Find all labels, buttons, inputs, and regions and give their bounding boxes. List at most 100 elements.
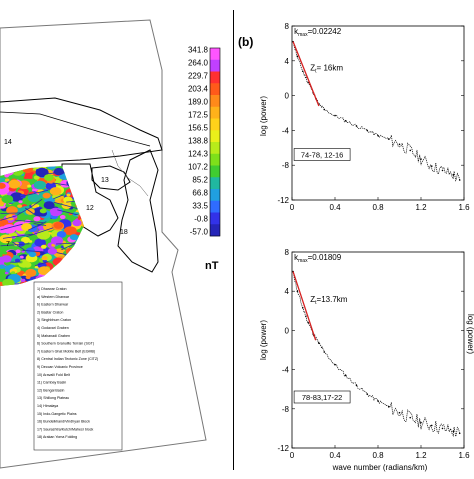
colorbar-segment <box>210 48 220 60</box>
plot-frame <box>292 26 464 200</box>
colorbar-tick-label: 189.0 <box>188 98 209 107</box>
spectrum-point <box>323 109 325 111</box>
y-tick-label: -12 <box>277 444 289 453</box>
spectrum-point <box>334 115 336 117</box>
colorbar-segment <box>210 189 220 201</box>
spectrum-point <box>431 165 433 167</box>
x-tick-label: 0 <box>290 451 295 460</box>
colorbar-segment <box>210 154 220 166</box>
spectrum-point <box>452 431 454 433</box>
legend-item: 1) Dharwar Craton <box>37 287 67 291</box>
spectrum-point <box>388 138 390 140</box>
legend-item: 12) Bengal Basin <box>37 388 64 392</box>
legend-item: 15) Indo-Gangetic Plains <box>37 412 77 416</box>
spectrum-point <box>356 125 358 127</box>
spectrum-point <box>302 70 304 72</box>
colorbar-tick-label: 341.8 <box>188 46 209 55</box>
magnetic-anomaly-map-panel: 14 13 12 18 7 1) Dharwar Craton a) Weste… <box>0 0 232 474</box>
y-tick-label: 4 <box>285 57 290 66</box>
spectrum-point <box>366 130 368 132</box>
spectrum-point <box>459 433 461 435</box>
colorbar-tick-label: -0.8 <box>194 215 208 224</box>
colorbar-segment <box>210 224 220 236</box>
depth-annotation: Zt=13.7km <box>310 295 348 306</box>
y-tick-label: -12 <box>277 196 289 205</box>
colorbar-segment <box>210 72 220 84</box>
depth-annotation: Zt= 16km <box>310 63 343 74</box>
legend-item: 10) Aravalli Fold Belt <box>37 373 70 377</box>
y-tick-label: 4 <box>285 287 290 296</box>
spectrum-point <box>356 384 358 386</box>
y-axis-label-bottom: log (power) <box>259 320 268 360</box>
spectrum-point <box>345 120 347 122</box>
colorbar-segment <box>210 213 220 225</box>
colorbar-segment <box>210 83 220 95</box>
colorbar-tick-label: 66.8 <box>192 189 208 198</box>
colorbar-unit: nT <box>205 260 219 272</box>
panel-divider <box>233 10 234 470</box>
spectrum-point <box>334 364 336 366</box>
x-axis-label: wave number (radians/km) <box>332 463 428 472</box>
window-label: 78-83,17-22 <box>302 393 342 402</box>
spectrum-point <box>459 179 461 181</box>
y-tick-label: 8 <box>285 248 290 257</box>
y-tick-label: 0 <box>285 326 290 335</box>
colorbar-tick-label: 203.4 <box>188 85 209 94</box>
spectrum-point <box>318 342 320 344</box>
spectrum-point <box>442 428 444 430</box>
x-tick-label: 1.6 <box>458 203 470 212</box>
legend-item: 6) Southern Granulite Terrain (SGT) <box>37 342 94 346</box>
legend-item: 2) Bastar Craton <box>37 310 63 314</box>
colorbar-tick-label: 85.2 <box>192 176 208 185</box>
colorbar: 341.8264.0229.7203.4189.0172.5156.5138.8… <box>188 46 220 237</box>
spectrum-point <box>377 135 379 137</box>
legend-item: b) Eastern Dharwar <box>37 303 69 307</box>
y-axis-label-right: log (power) <box>466 314 474 354</box>
y-tick-label: -4 <box>282 366 290 375</box>
spectrum-point <box>409 417 411 419</box>
region-label: 14 <box>4 139 12 146</box>
spectrum-point <box>420 422 422 424</box>
legend-item: 18) Arakan Yoma Folding <box>37 435 77 439</box>
colorbar-tick-label: 33.5 <box>192 202 208 211</box>
colorbar-tick-label: 156.5 <box>188 124 209 133</box>
colorbar-tick-label: 172.5 <box>188 111 209 120</box>
y-tick-label: 0 <box>285 92 290 101</box>
colorbar-segment <box>210 107 220 119</box>
colorbar-segment <box>210 130 220 142</box>
spectrum-point <box>377 400 379 402</box>
spectrum-point <box>399 144 401 146</box>
spectrum-point <box>431 425 433 427</box>
spectrum-point <box>442 170 444 172</box>
colorbar-segment <box>210 201 220 213</box>
spectrum-point <box>307 322 309 324</box>
colorbar-tick-label: 107.2 <box>188 163 209 172</box>
region-label: 13 <box>101 177 109 184</box>
colorbar-segment <box>210 166 220 178</box>
spectrum-point <box>366 393 368 395</box>
power-spectrum-panel: (b) log (power) log (power) log (power) … <box>236 0 474 474</box>
window-label: 74-78, 12-16 <box>301 151 344 160</box>
colorbar-tick-label: -57.0 <box>190 228 209 237</box>
x-tick-label: 0.8 <box>372 451 384 460</box>
legend-item: 8) Central Indian Tectonic Zone (CITZ) <box>37 357 98 361</box>
x-tick-label: 1.6 <box>458 451 470 460</box>
region-label: 7 <box>6 241 10 248</box>
x-tick-label: 1.2 <box>415 203 427 212</box>
legend-item: a) Western Dharwar <box>37 295 70 299</box>
colorbar-tick-label: 138.8 <box>188 137 209 146</box>
colorbar-segment <box>210 142 220 154</box>
x-tick-label: 1.2 <box>415 451 427 460</box>
x-tick-label: 0.4 <box>329 451 341 460</box>
legend-item: 16) Bundelkhand/Vindhyan Block <box>37 420 90 424</box>
legend-item: 13) Shillong Plateau <box>37 396 69 400</box>
legend-item: 11) Cambay Basin <box>37 381 66 385</box>
x-tick-label: 0 <box>290 203 295 212</box>
legend-item: 14) Himalaya <box>37 404 58 408</box>
spectrum-point <box>302 307 304 309</box>
colorbar-segment <box>210 177 220 189</box>
kmax-annotation: kmax=0.01809 <box>294 253 342 264</box>
spectrum-point <box>399 412 401 414</box>
